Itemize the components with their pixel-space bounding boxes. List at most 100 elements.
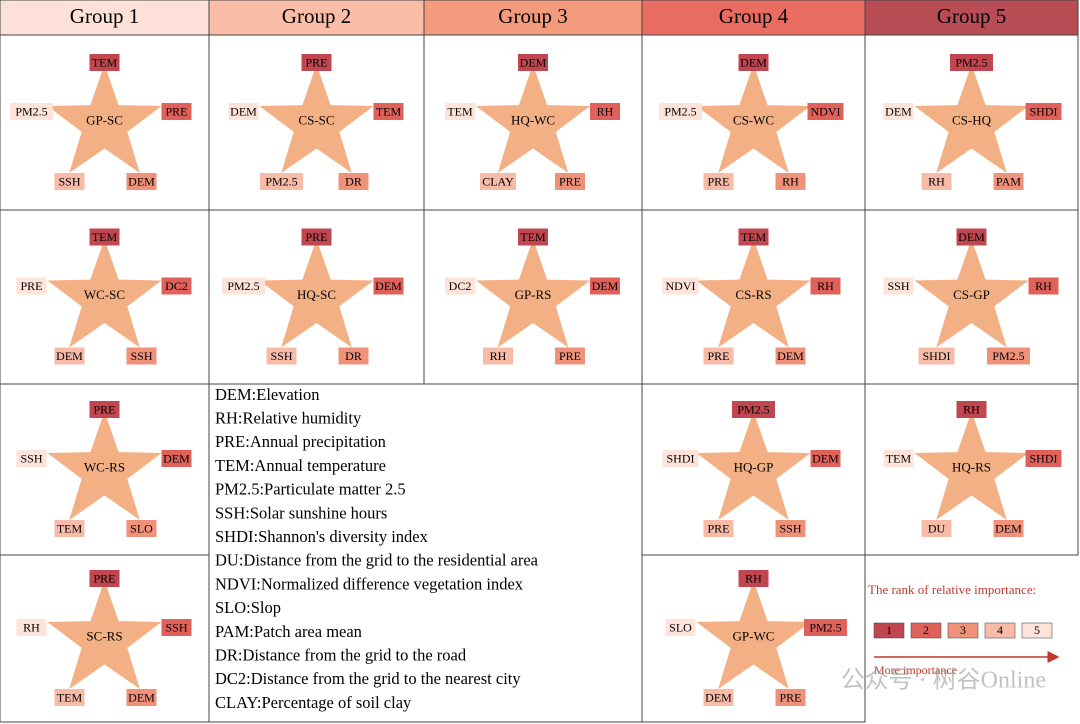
factor-label: PM2.5 — [992, 349, 1024, 363]
factor-label: DEM — [56, 349, 83, 363]
legend-rank: 4 — [997, 623, 1003, 637]
factor-label: PRE — [707, 174, 729, 188]
factor-label: RH — [745, 571, 762, 585]
factor-label: SLO — [130, 521, 153, 535]
factor-label: PRE — [20, 279, 42, 293]
factor-box — [126, 347, 157, 365]
factor-box — [738, 228, 769, 246]
factor-box — [54, 520, 85, 537]
factor-box — [590, 277, 620, 295]
factor-box — [89, 228, 120, 246]
factor-box — [338, 173, 369, 190]
factor-box — [921, 173, 952, 190]
factor-box — [161, 277, 192, 295]
pair-label: CS-GP — [953, 287, 990, 302]
legend-box — [984, 622, 1016, 639]
factor-label: SSH — [270, 349, 292, 363]
legend-box — [873, 622, 905, 639]
factor-label: DEM — [128, 690, 155, 704]
factor-box — [665, 619, 696, 636]
star — [47, 411, 162, 520]
factor-box — [662, 277, 699, 295]
factor-label: PRE — [779, 690, 801, 704]
header-label: Group 3 — [498, 4, 567, 28]
factor-box — [228, 103, 259, 120]
factor-label: RH — [963, 402, 980, 416]
factor-box — [807, 103, 844, 120]
factor-label: DEM — [958, 230, 985, 244]
factor-box — [54, 173, 85, 190]
legend-title: The rank of relative importance: — [868, 582, 1036, 597]
factor-box — [518, 54, 548, 71]
factor-label: DEM — [592, 279, 619, 293]
factor-label: PM2.5 — [737, 402, 769, 416]
factor-box — [16, 450, 47, 467]
factor-label: RH — [928, 174, 945, 188]
factor-label: PM2.5 — [809, 620, 841, 634]
factor-box — [1025, 103, 1062, 120]
factor-box — [732, 401, 775, 418]
legend-rank: 3 — [960, 623, 966, 637]
factor-label: DC2 — [449, 279, 472, 293]
factor-label: DEM — [375, 279, 402, 293]
glossary-line: SSH:Solar sunshine hours — [215, 503, 387, 522]
factor-label: TEM — [57, 521, 83, 535]
factor-label: SSH — [130, 349, 152, 363]
factor-label: PAM — [996, 174, 1021, 188]
factor-label: DEM — [885, 104, 912, 118]
pair-label: CS-SC — [298, 112, 334, 127]
factor-label: SSH — [20, 451, 42, 465]
factor-label: DEM — [705, 690, 732, 704]
factor-box — [16, 619, 47, 636]
factor-label: RH — [23, 620, 40, 634]
factor-label: DEM — [230, 104, 257, 118]
glossary-line: CLAY:Percentage of soil clay — [215, 693, 412, 712]
pair-label: GP-SC — [86, 112, 123, 127]
glossary-line: DC2:Distance from the grid to the neares… — [215, 669, 521, 688]
factor-label: DEM — [777, 349, 804, 363]
factor-box — [518, 228, 548, 246]
factor-label: TEM — [92, 230, 118, 244]
factor-label: TEM — [376, 104, 402, 118]
star — [475, 239, 591, 348]
factor-box — [956, 401, 987, 418]
factor-label: PRE — [305, 55, 327, 69]
factor-label: RH — [782, 174, 799, 188]
factor-box — [89, 401, 120, 418]
factor-label: RH — [1035, 279, 1052, 293]
pair-label: GP-RS — [515, 287, 552, 302]
factor-box — [373, 277, 404, 295]
factor-label: TEM — [520, 230, 546, 244]
legend-box — [1021, 622, 1053, 639]
legend-rank: 1 — [886, 623, 892, 637]
factor-box — [703, 520, 734, 537]
pair-label: GP-WC — [733, 628, 775, 643]
factor-box — [89, 570, 120, 587]
glossary-line: PRE:Annual precipitation — [215, 432, 386, 451]
factor-label: NDVI — [811, 104, 841, 118]
header-label: Group 1 — [70, 4, 139, 28]
star — [696, 580, 811, 689]
factor-label: DR — [345, 349, 362, 363]
factor-box — [703, 173, 734, 190]
factor-box — [373, 103, 404, 120]
factor-label: TEM — [447, 104, 473, 118]
factor-box — [126, 689, 157, 706]
glossary-line: TEM:Annual temperature — [215, 456, 386, 475]
pair-label: HQ-SC — [297, 287, 336, 302]
factor-box — [921, 520, 952, 537]
factor-box — [956, 228, 987, 246]
header-label: Group 4 — [719, 4, 789, 28]
factor-box — [775, 689, 806, 706]
pair-label: CS-HQ — [952, 112, 992, 127]
star — [259, 64, 374, 173]
factor-box — [590, 103, 620, 120]
factor-label: DEM — [995, 521, 1022, 535]
star — [914, 239, 1029, 348]
factor-box — [445, 277, 475, 295]
factor-label: PM2.5 — [227, 279, 259, 293]
factor-box — [775, 520, 806, 537]
factor-box — [161, 103, 192, 120]
factor-box — [301, 54, 332, 71]
